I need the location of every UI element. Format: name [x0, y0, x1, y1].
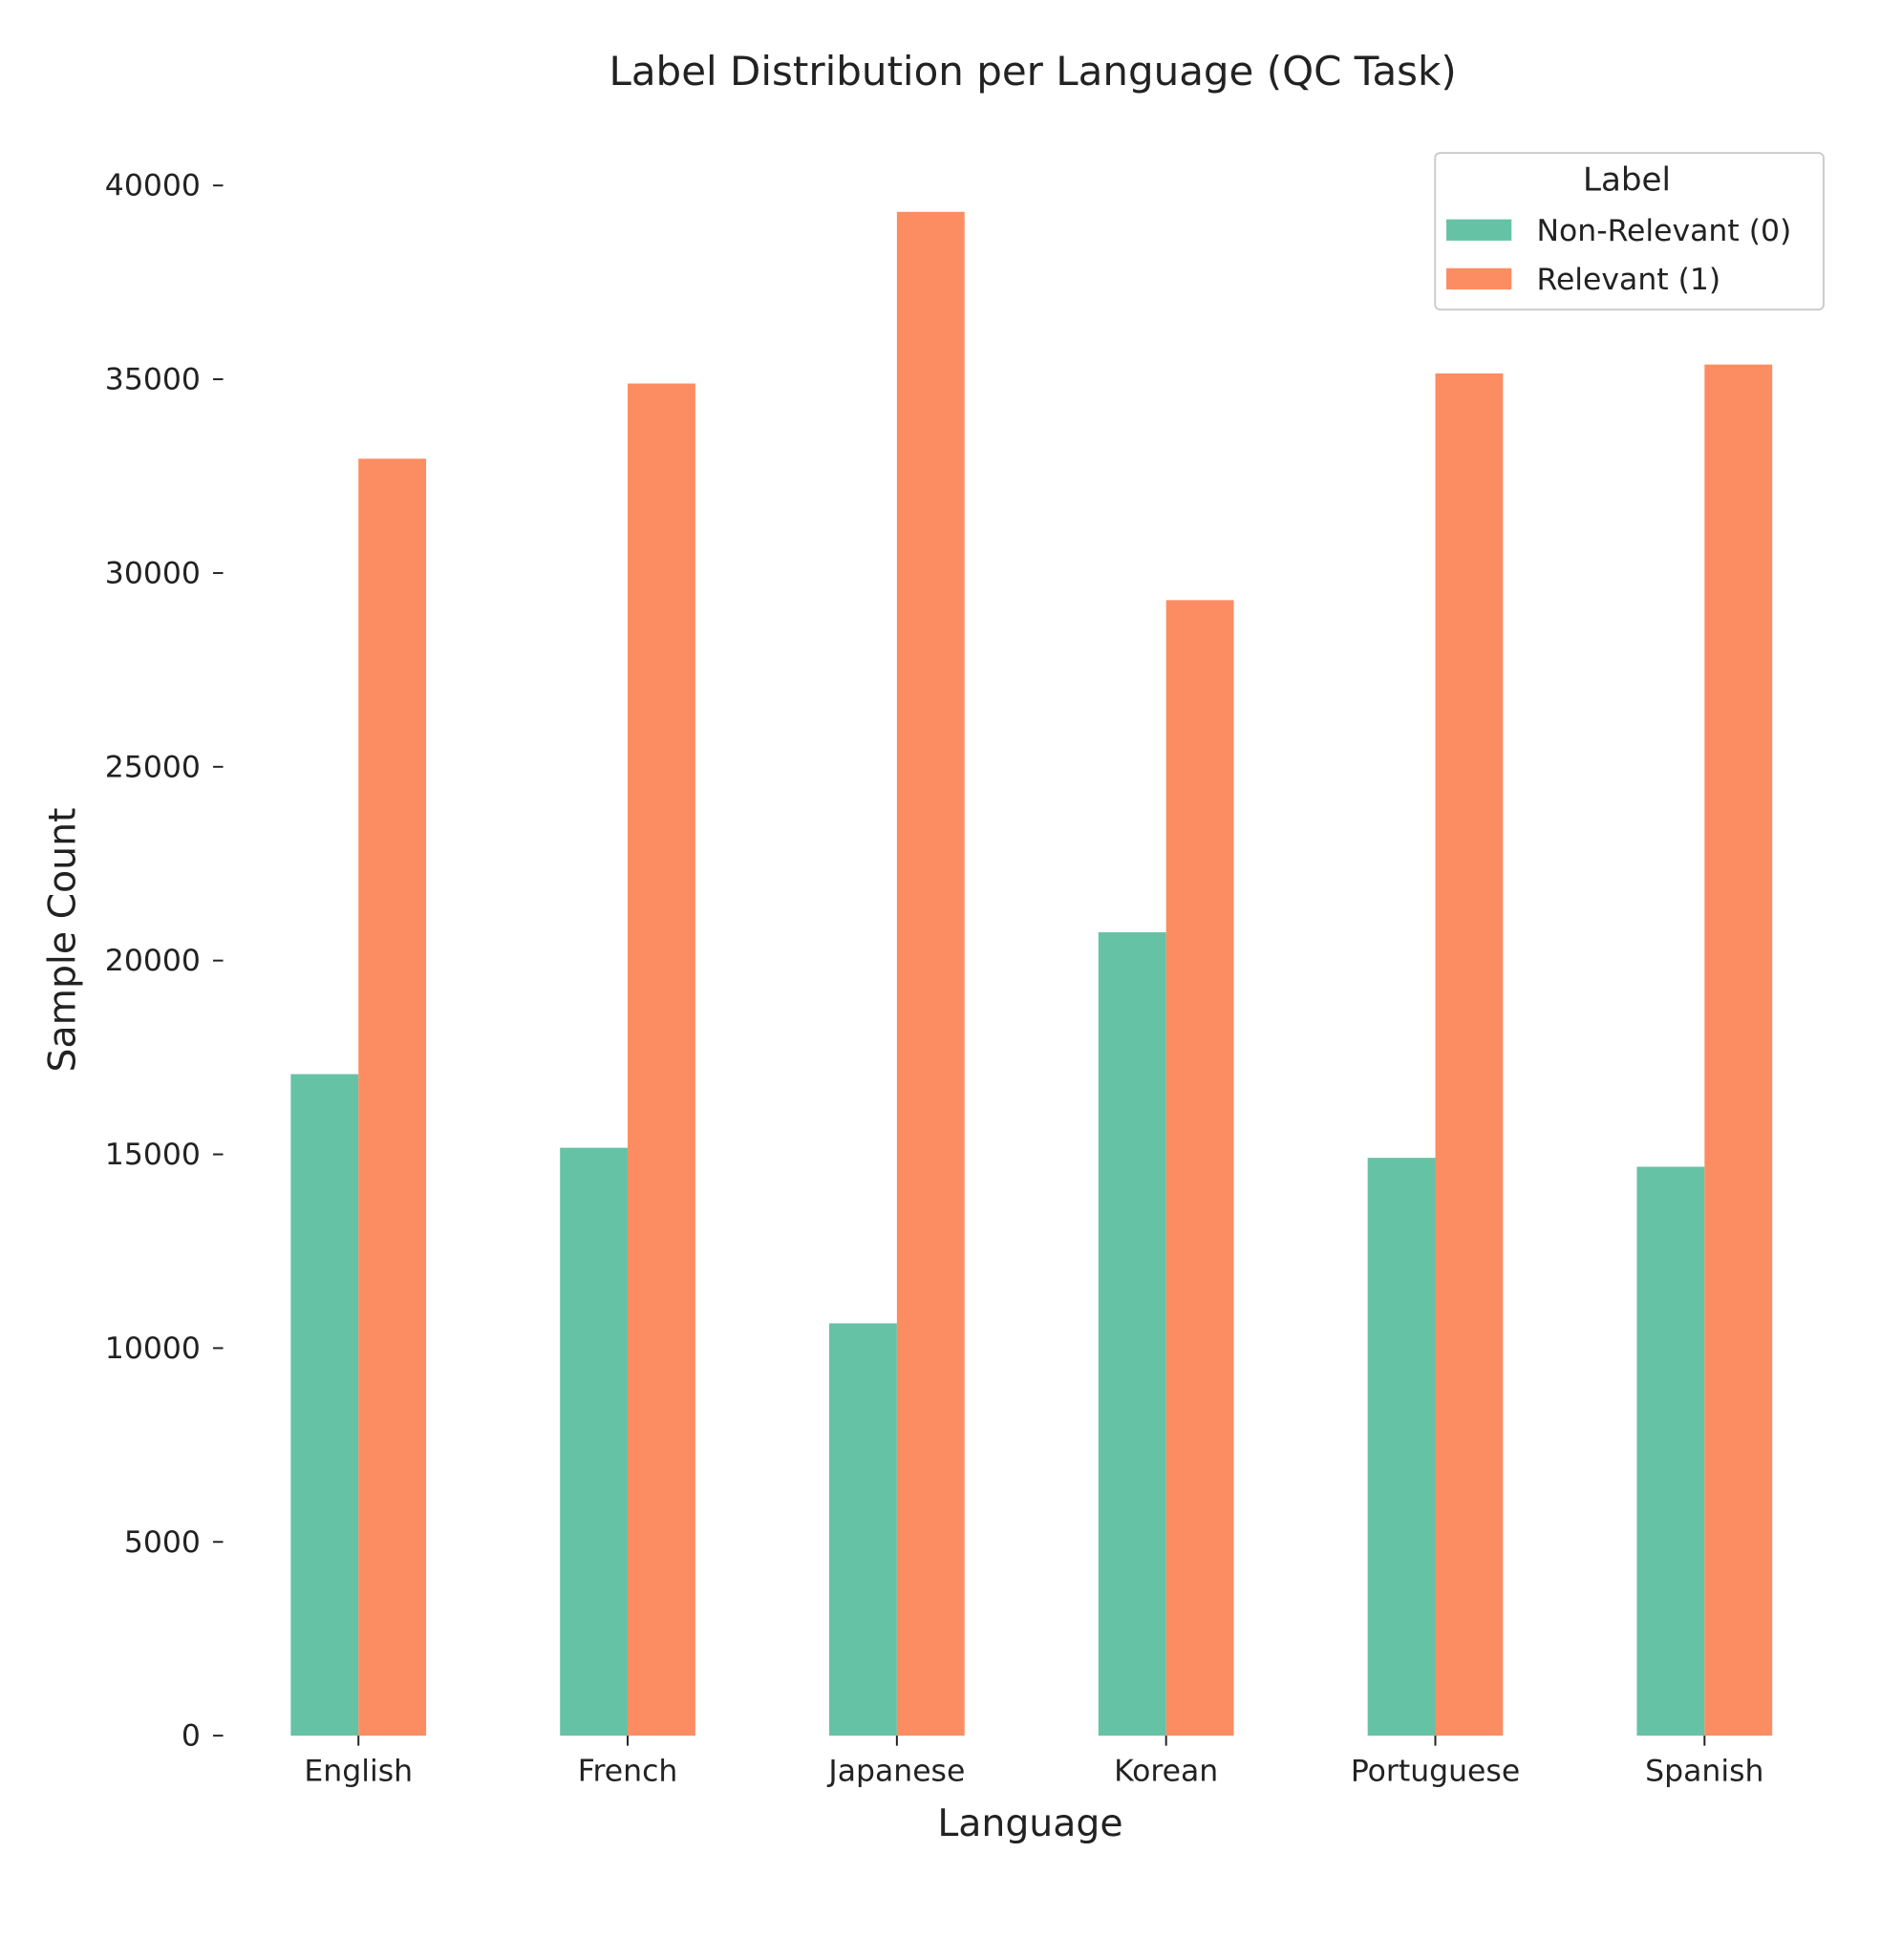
x-axis: English French Japanese Korean Portuguese Spa…	[304, 1736, 1763, 1788]
legend-swatch-relevant	[1446, 267, 1512, 290]
y-tick-label: 10000	[105, 1332, 201, 1366]
bar-french-relevant	[628, 383, 695, 1736]
x-tick-label: Japanese	[826, 1754, 965, 1788]
y-tick-label: 25000	[105, 750, 201, 784]
y-tick-label: 35000	[105, 363, 201, 397]
legend-swatch-non-relevant	[1446, 219, 1512, 241]
x-tick-label: English	[304, 1754, 413, 1788]
bar-french-non-relevant	[560, 1147, 629, 1736]
x-axis-label: Language	[937, 1801, 1122, 1845]
bar-japanese-relevant	[896, 211, 965, 1736]
y-tick-label: 5000	[124, 1525, 201, 1560]
bar-japanese-non-relevant	[829, 1323, 897, 1736]
x-tick-label: Portuguese	[1351, 1754, 1520, 1788]
bar-korean-relevant	[1165, 600, 1234, 1736]
bar-english-relevant	[358, 458, 427, 1736]
bar-spanish-relevant	[1704, 364, 1773, 1736]
y-axis: 0 5000 10000 15000 20000 25000 30000 35000 40000	[105, 169, 224, 1754]
x-tick-label: Korean	[1114, 1754, 1218, 1788]
legend-label-relevant: Relevant (1)	[1537, 263, 1721, 297]
legend-title: Label	[1583, 160, 1671, 199]
x-tick-label: French	[578, 1754, 678, 1788]
legend-box	[1434, 152, 1825, 311]
bar-portuguese-relevant	[1435, 373, 1504, 1736]
y-axis-label: Sample Count	[41, 808, 85, 1073]
bars	[290, 211, 1773, 1736]
bar-portuguese-non-relevant	[1367, 1158, 1436, 1736]
y-tick-label: 40000	[105, 169, 201, 203]
legend: Label Non-Relevant (0) Relevant (1)	[1434, 152, 1825, 311]
y-tick-label: 30000	[105, 556, 201, 590]
chart-title: Label Distribution per Language (QC Task…	[609, 48, 1456, 95]
bar-spanish-non-relevant	[1636, 1166, 1705, 1736]
x-tick-label: Spanish	[1645, 1754, 1763, 1788]
y-tick-label: 20000	[105, 944, 201, 978]
legend-label-non-relevant: Non-Relevant (0)	[1537, 214, 1792, 248]
bar-english-non-relevant	[290, 1074, 359, 1736]
y-tick-label: 15000	[105, 1138, 201, 1172]
y-tick-label: 0	[182, 1719, 201, 1754]
bar-korean-non-relevant	[1098, 932, 1166, 1736]
